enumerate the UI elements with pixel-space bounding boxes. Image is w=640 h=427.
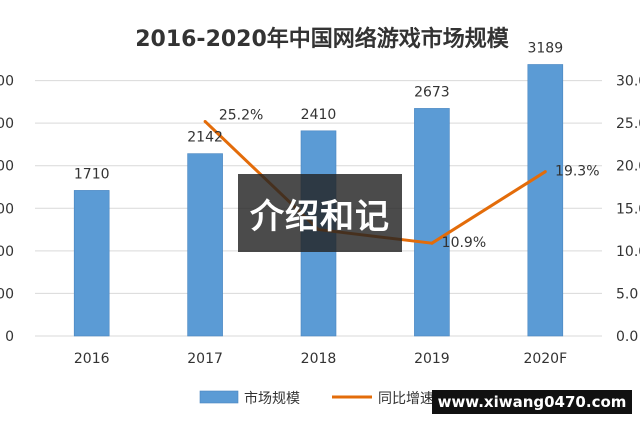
y-left-tick-label: 1500 — [0, 201, 14, 217]
y-left-tick-label: 0 — [5, 329, 14, 345]
legend: 市场规模 同比增速 — [199, 390, 434, 407]
x-tick-label: 2019 — [414, 351, 450, 367]
x-tick-label: 2020F — [523, 351, 567, 367]
y-left-tick-label: 2500 — [0, 116, 14, 132]
chart-title: 2016-2020年中国网络游戏市场规模 — [135, 26, 510, 52]
y-right-tick-label: 5.0 — [616, 286, 638, 302]
line-point — [203, 119, 207, 123]
line-point — [543, 170, 547, 174]
y-right-tick-label: 25.0 — [616, 116, 640, 132]
bar — [414, 108, 450, 337]
y-left-tick-label: 3000 — [0, 74, 14, 90]
bar-data-label: 3189 — [527, 40, 563, 56]
y-right-tick-label: 10.0 — [616, 244, 640, 260]
x-tick-label: 2018 — [301, 351, 337, 367]
watermark: www.xiwang0470.com — [432, 390, 632, 414]
bar-series — [73, 64, 564, 337]
bar-data-label: 2410 — [301, 107, 337, 123]
data-labels: 1710 2142 2410 2673 3189 25.2% 10.9% 19.3% — [74, 40, 600, 251]
y-left-tick-label: 2000 — [0, 159, 14, 175]
bar — [187, 153, 223, 337]
legend-label-bar: 市场规模 — [244, 390, 300, 407]
legend-label-line: 同比增速 — [378, 391, 434, 407]
line-point — [430, 241, 434, 245]
bar-data-label: 2142 — [187, 130, 223, 146]
x-tick-label: 2017 — [187, 351, 223, 367]
x-tick-label: 2016 — [74, 351, 110, 367]
legend-swatch-bar — [199, 390, 239, 404]
y-right-tick-label: 20.0 — [616, 159, 640, 175]
y-right-tick-label: 15.0 — [616, 201, 640, 217]
y-left-tick-label: 1000 — [0, 244, 14, 260]
y-left-tick-label: 500 — [0, 286, 14, 302]
axis-ticks: 0 500 1000 1500 2000 2500 3000 0.0 5.0 10.0 15.0 20… — [0, 74, 640, 367]
bar — [73, 190, 110, 337]
bar-data-label: 1710 — [74, 166, 110, 182]
bar — [527, 64, 564, 337]
overlay-banner: 介绍和记 — [238, 174, 402, 252]
bar-data-label: 2673 — [414, 84, 450, 100]
line-data-label: 19.3% — [555, 164, 599, 180]
line-data-label: 25.2% — [219, 107, 263, 123]
y-right-tick-label: 30.0 — [616, 74, 640, 90]
line-data-label: 10.9% — [442, 235, 486, 251]
y-right-tick-label: 0.0 — [616, 329, 638, 345]
